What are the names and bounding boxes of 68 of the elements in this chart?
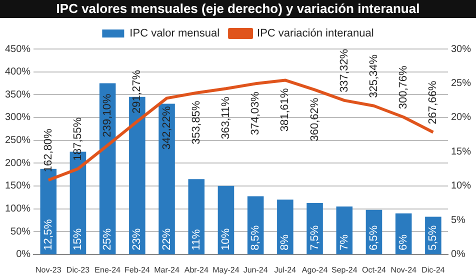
- data-label: 12,5%: [42, 218, 54, 250]
- data-label: 7,5%: [308, 225, 321, 250]
- x-tick-label: Dic-23: [66, 265, 90, 274]
- data-label: 239,10%: [102, 94, 114, 138]
- data-label: 10%: [220, 228, 232, 250]
- data-label: 7%: [338, 234, 350, 250]
- y-tick-label: 300%: [5, 112, 31, 124]
- x-tick-label: Sep-24: [331, 265, 358, 274]
- bar: [158, 104, 175, 254]
- y2-tick-label: 30%: [450, 44, 472, 55]
- y-tick-label: 400%: [5, 66, 31, 78]
- data-label: 6,5%: [368, 225, 380, 250]
- x-tick-label: Jul-24: [274, 265, 297, 274]
- data-label: 353,85%: [190, 100, 202, 144]
- data-label: 381,61%: [279, 88, 292, 132]
- data-label: 6%: [398, 234, 410, 250]
- y-tick-label: 450%: [5, 44, 31, 55]
- y-tick-label: 0%: [16, 249, 31, 260]
- x-tick-label: Nov-23: [35, 265, 62, 274]
- x-tick-label: Feb-24: [124, 265, 150, 274]
- legend-label: IPC variación interanual: [257, 28, 374, 40]
- x-tick-label: Oct-24: [362, 265, 387, 274]
- data-label: 374,03%: [250, 91, 262, 136]
- x-tick-label: Jun-24: [243, 265, 268, 274]
- data-label: 5,5%: [427, 225, 440, 250]
- data-label: 8,5%: [250, 225, 262, 250]
- x-tick-label: Ago-24: [302, 265, 328, 274]
- data-label: 325,34%: [368, 54, 380, 98]
- data-label: 162,80%: [42, 128, 54, 172]
- x-tick-label: Dic-24: [422, 265, 446, 274]
- data-label: 187,55%: [72, 117, 84, 161]
- y2-tick-label: 25%: [450, 78, 472, 89]
- x-tick-label: Abr-24: [184, 265, 209, 274]
- data-label: 25%: [102, 228, 114, 250]
- data-label: 8%: [279, 234, 292, 250]
- bar: [188, 179, 205, 254]
- chart-title: IPC valores mensuales (eje derecho) y variación interanual: [0, 0, 476, 18]
- data-label: 300,76%: [398, 65, 410, 110]
- y-tick-label: 350%: [5, 89, 31, 100]
- bar: [306, 203, 323, 254]
- data-label: 342,22%: [160, 106, 173, 150]
- legend-label: IPC valor mensual: [130, 28, 220, 40]
- y-tick-label: 150%: [5, 180, 31, 192]
- bar: [277, 200, 294, 254]
- x-tick-label: Ene-24: [94, 265, 122, 274]
- y-tick-label: 100%: [5, 204, 31, 215]
- data-label: 363,11%: [220, 96, 232, 140]
- data-label: 11%: [190, 228, 202, 250]
- y2-tick-label: 5%: [450, 214, 466, 226]
- data-label: 291,27%: [131, 70, 144, 114]
- bar: [336, 206, 353, 254]
- x-tick-label: May-24: [212, 265, 240, 274]
- data-label: 23%: [131, 228, 144, 250]
- y-tick-label: 50%: [10, 226, 31, 238]
- y-tick-label: 250%: [5, 135, 31, 146]
- data-label: 267,66%: [427, 80, 440, 124]
- data-label: 360,62%: [308, 98, 321, 142]
- bar: [218, 186, 234, 254]
- y2-tick-label: 15%: [450, 146, 472, 158]
- y2-tick-label: 10%: [450, 180, 472, 192]
- data-label: 22%: [160, 228, 173, 250]
- data-label: 15%: [72, 228, 84, 250]
- data-label: 337,32%: [338, 48, 350, 92]
- y2-tick-label: 0%: [450, 249, 466, 260]
- x-tick-label: Nov-24: [390, 265, 418, 274]
- x-tick-label: Mar-24: [154, 265, 180, 274]
- y2-tick-label: 20%: [450, 112, 472, 124]
- y-tick-label: 200%: [5, 158, 31, 169]
